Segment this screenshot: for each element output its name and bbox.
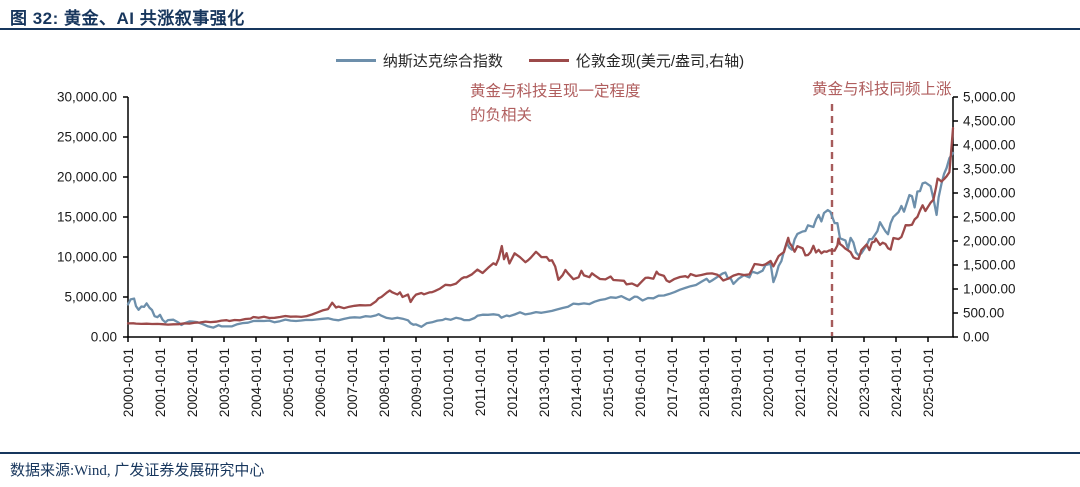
x-tick-label: 2006-01-01 bbox=[313, 348, 328, 417]
x-tick-label: 2000-01-01 bbox=[121, 348, 136, 417]
x-tick-label: 2010-01-01 bbox=[441, 348, 456, 417]
nasdaq-line-swatch bbox=[335, 59, 376, 62]
y-left-tick-label: 30,000.00 bbox=[57, 90, 117, 105]
x-axis: 2000-01-01 2001-01-01 2002-01-01 2003-01-01… bbox=[121, 337, 936, 417]
x-tick-label: 2002-01-01 bbox=[185, 348, 200, 417]
y-right-tick-label: 0.00 bbox=[963, 330, 989, 345]
x-tick-label: 2005-01-01 bbox=[281, 348, 296, 417]
figure-title: 图 32: 黄金、AI 共涨叙事强化 bbox=[10, 9, 245, 28]
legend-item-nasdaq: 纳斯达克综合指数 bbox=[335, 50, 503, 71]
x-tick-label: 2023-01-01 bbox=[857, 348, 872, 417]
x-tick-label: 2016-01-01 bbox=[633, 348, 648, 417]
y-right-tick-label: 4,500.00 bbox=[963, 114, 1016, 129]
legend-label-nasdaq: 纳斯达克综合指数 bbox=[382, 53, 503, 70]
x-tick-label: 2012-01-01 bbox=[505, 348, 520, 417]
x-tick-label: 2017-01-01 bbox=[665, 348, 680, 417]
y-left-tick-label: 5,000.00 bbox=[64, 290, 117, 305]
y-right-tick-label: 2,000.00 bbox=[963, 234, 1016, 249]
y-left-tick-label: 15,000.00 bbox=[57, 210, 117, 225]
y-right-tick-label: 5,000.00 bbox=[963, 90, 1016, 105]
gold-series-line bbox=[126, 127, 955, 326]
x-tick-label: 2013-01-01 bbox=[537, 348, 552, 417]
gold-line-swatch bbox=[528, 59, 569, 62]
x-tick-label: 2008-01-01 bbox=[377, 348, 392, 417]
x-tick-label: 2022-01-01 bbox=[825, 348, 840, 417]
y-left-tick-label: 0.00 bbox=[91, 330, 117, 345]
chart-legend: 纳斯达克综合指数 伦敦金现(美元/盎司,右轴) bbox=[0, 50, 1080, 71]
y-left-tick-label: 10,000.00 bbox=[57, 250, 117, 265]
y-right-axis: 0.00 500.00 1,000.00 1,500.00 2,000.00 2,500.… bbox=[953, 90, 1016, 345]
x-tick-label: 2014-01-01 bbox=[569, 348, 584, 417]
x-tick-label: 2024-01-01 bbox=[889, 348, 904, 417]
annotation-negative-correlation: 黄金与科技呈现一定程度 的负相关 bbox=[470, 83, 641, 124]
x-tick-label: 2018-01-01 bbox=[697, 348, 712, 417]
axes bbox=[127, 97, 954, 338]
x-tick-label: 2007-01-01 bbox=[345, 348, 360, 417]
legend-item-gold: 伦敦金现(美元/盎司,右轴) bbox=[528, 50, 745, 71]
footer-divider bbox=[0, 452, 1080, 454]
title-divider bbox=[0, 28, 1080, 30]
y-right-tick-label: 1,000.00 bbox=[963, 282, 1016, 297]
x-tick-label: 2021-01-01 bbox=[793, 348, 808, 417]
legend-label-gold: 伦敦金现(美元/盎司,右轴) bbox=[575, 53, 745, 70]
x-tick-label: 2011-01-01 bbox=[473, 348, 488, 416]
y-left-axis: 0.00 5,000.00 10,000.00 15,000.00 20,000.00 2… bbox=[57, 90, 128, 345]
y-right-tick-label: 2,500.00 bbox=[963, 210, 1016, 225]
y-right-tick-label: 500.00 bbox=[963, 306, 1004, 321]
annotation-sync-rise: 黄金与科技同频上涨 bbox=[812, 81, 952, 98]
y-left-tick-label: 25,000.00 bbox=[57, 130, 117, 145]
x-tick-label: 2020-01-01 bbox=[761, 348, 776, 417]
x-tick-label: 2019-01-01 bbox=[729, 348, 744, 417]
y-right-tick-label: 3,000.00 bbox=[963, 186, 1016, 201]
x-tick-label: 2003-01-01 bbox=[217, 348, 232, 417]
x-tick-label: 2015-01-01 bbox=[601, 348, 616, 417]
y-left-tick-label: 20,000.00 bbox=[57, 170, 117, 185]
nasdaq-series-line bbox=[126, 151, 955, 329]
y-right-tick-label: 3,500.00 bbox=[963, 162, 1016, 177]
y-right-tick-label: 1,500.00 bbox=[963, 258, 1016, 273]
data-source: 数据来源:Wind, 广发证券发展研究中心 bbox=[10, 463, 265, 479]
x-tick-label: 2001-01-01 bbox=[153, 348, 168, 417]
x-tick-label: 2004-01-01 bbox=[249, 348, 264, 417]
y-right-tick-label: 4,000.00 bbox=[963, 138, 1016, 153]
x-tick-label: 2009-01-01 bbox=[409, 348, 424, 417]
x-tick-label: 2025-01-01 bbox=[921, 348, 936, 417]
